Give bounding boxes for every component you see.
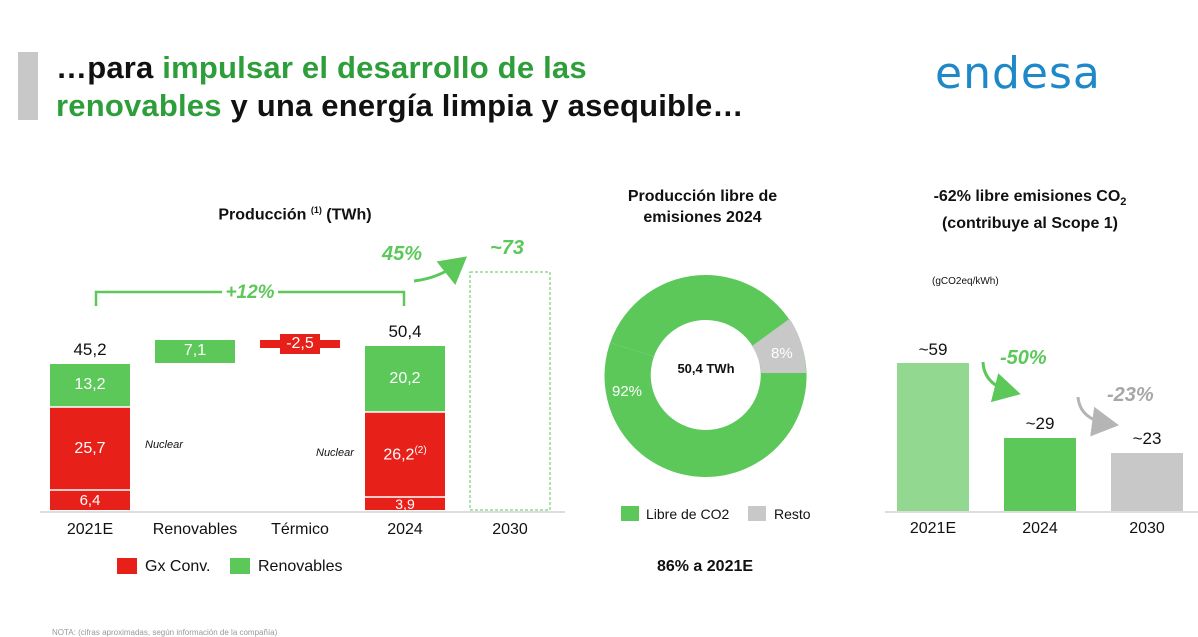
legend-label-libre: Libre de CO2 bbox=[646, 506, 730, 522]
intensity-value-2024: ~29 bbox=[1025, 414, 1055, 433]
legend-swatch-resto bbox=[748, 506, 766, 521]
value-2024-gx-conv: 26,2(2) bbox=[383, 445, 427, 464]
legend-swatch-gx-conv bbox=[117, 558, 137, 574]
bar-delta-termico-label-bg bbox=[280, 334, 320, 354]
legend-label-renovables: Renovables bbox=[258, 558, 343, 575]
emissions-free-title: Producción libre de emisiones 2024 bbox=[627, 188, 778, 226]
value-2024-renovables: 20,2 bbox=[389, 370, 421, 387]
intensity-bar-2021 bbox=[897, 363, 969, 511]
emissions-free-2021-note: 86% a 2021E bbox=[656, 558, 754, 575]
growth-2030-arrow bbox=[413, 256, 468, 285]
growth-label-bg bbox=[222, 282, 278, 302]
growth-label: +12% bbox=[225, 282, 275, 303]
x-label-2021e: 2021E bbox=[66, 521, 114, 538]
bar-2021-renovables bbox=[50, 364, 130, 407]
legend-label-gx-conv: Gx Conv. bbox=[145, 558, 211, 575]
intensity-x-label-2024: 2024 bbox=[1022, 520, 1058, 537]
nuclear-note-2021: Nuclear bbox=[145, 439, 183, 451]
value-delta-renovables: 7,1 bbox=[183, 342, 207, 359]
drop-arrow-2 bbox=[1076, 396, 1119, 437]
intensity-chart-title: -62% libre emisiones CO2 (contribuye al … bbox=[933, 188, 1127, 233]
donut-label-libre: 92% bbox=[612, 383, 643, 400]
donut-slice-libre-2 bbox=[610, 274, 706, 357]
value-2021-gx-conv: 25,7 bbox=[74, 440, 106, 457]
intensity-bar-2024 bbox=[1004, 438, 1076, 511]
bar-2021-nuclear bbox=[50, 490, 130, 510]
page-title-line-1: …para impulsar el desarrollo de las bbox=[56, 50, 587, 85]
drop-arrow-1 bbox=[981, 361, 1021, 403]
value-2021-renovables: 13,2 bbox=[74, 376, 106, 393]
intensity-x-label-2021e: 2021E bbox=[909, 520, 957, 537]
intensity-bar-2030 bbox=[1111, 453, 1183, 511]
value-2021-nuclear: 6,4 bbox=[79, 492, 101, 509]
total-2024-label: 50,4 bbox=[388, 322, 422, 341]
bar-2024-nuclear bbox=[365, 497, 445, 510]
intensity-x-label-2030: 2030 bbox=[1129, 520, 1165, 537]
donut-slice-resto bbox=[752, 318, 806, 373]
bar-2024-gx-conv bbox=[365, 412, 445, 497]
total-2030-label: ~73 bbox=[490, 237, 524, 259]
title-accent-bar bbox=[18, 52, 38, 120]
legend-swatch-renovables bbox=[230, 558, 250, 574]
bar-2024-renovables bbox=[365, 346, 445, 412]
x-label-renovables: Renovables bbox=[152, 521, 238, 538]
bar-2021-gx-conv bbox=[50, 407, 130, 490]
donut-slice-libre bbox=[604, 275, 807, 477]
legend-swatch-libre bbox=[621, 506, 639, 521]
production-chart-title: Producción (1) (TWh) bbox=[218, 205, 372, 224]
donut-label-resto: 8% bbox=[771, 345, 793, 362]
footnote: NOTA: (cifras aproximadas, según informa… bbox=[52, 628, 278, 637]
intensity-drop-1: -50% bbox=[1000, 347, 1047, 369]
total-2021-label: 45,2 bbox=[73, 340, 107, 359]
growth-2030-label: 45% bbox=[382, 243, 423, 265]
intensity-value-2021: ~59 bbox=[918, 340, 948, 359]
legend-label-resto: Resto bbox=[774, 506, 811, 522]
bar-delta-renovables bbox=[155, 340, 235, 363]
value-delta-termico: -2,5 bbox=[286, 335, 314, 352]
endesa-logo: endesa bbox=[935, 48, 1101, 99]
intensity-drop-2: -23% bbox=[1107, 384, 1154, 406]
intensity-value-2030: ~23 bbox=[1132, 429, 1162, 448]
x-label-2030: 2030 bbox=[492, 521, 528, 538]
x-label-2024: 2024 bbox=[387, 521, 423, 538]
value-2024-nuclear: 3,9 bbox=[395, 496, 415, 512]
x-label-termico: Térmico bbox=[271, 521, 329, 538]
donut-center-label: 50,4 TWh bbox=[677, 361, 735, 376]
nuclear-note-2024: Nuclear bbox=[316, 447, 354, 459]
intensity-unit-label: (gCO2eq/kWh) bbox=[932, 276, 999, 287]
page-title-line-2: renovables y una energía limpia y asequi… bbox=[56, 88, 744, 123]
bar-2030-target bbox=[469, 271, 551, 511]
emissions-donut bbox=[604, 274, 807, 477]
